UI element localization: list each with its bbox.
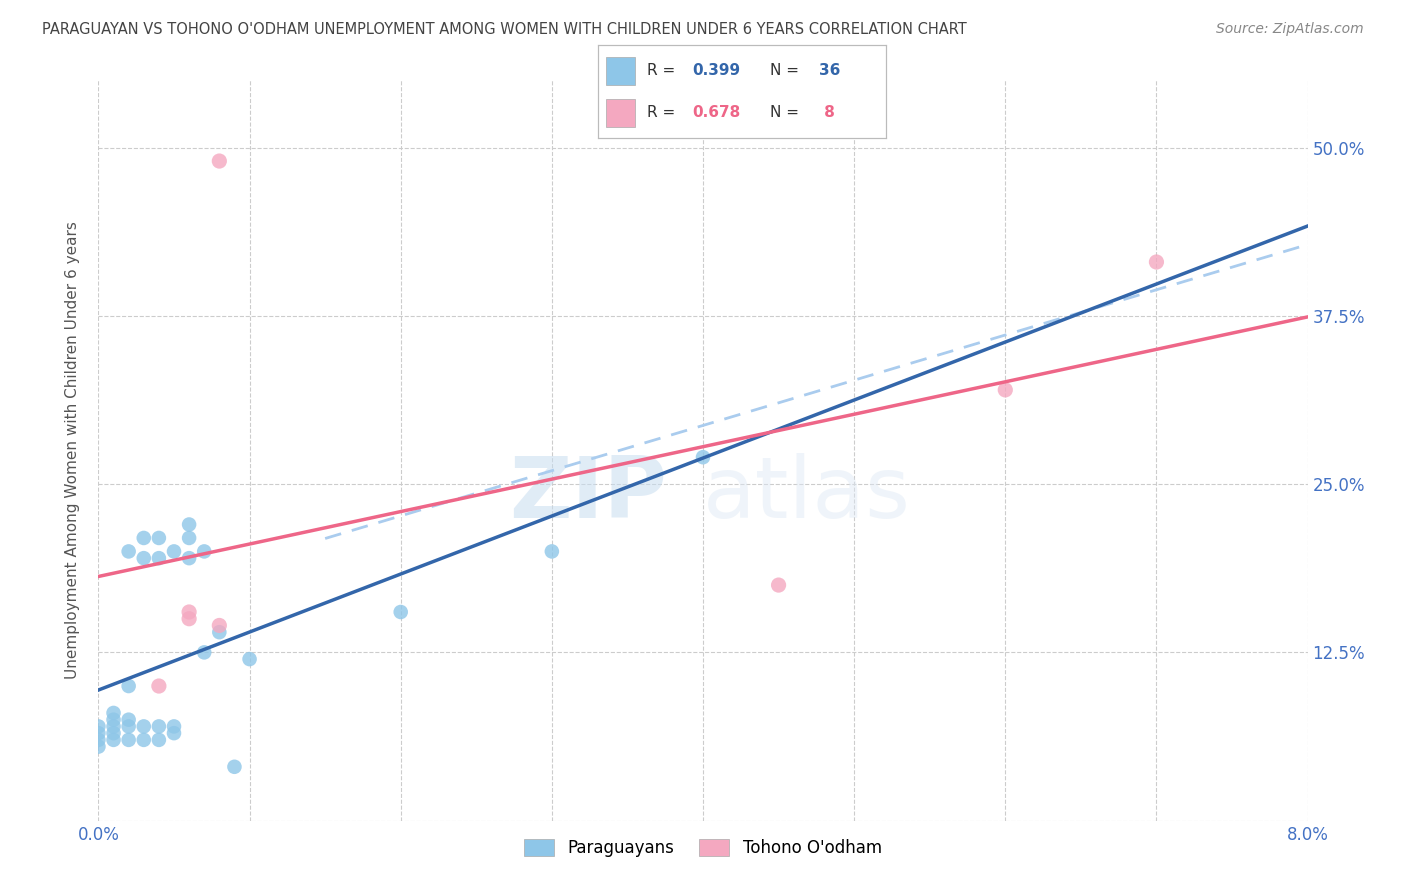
Text: N =: N = — [770, 63, 804, 78]
Text: ZIP: ZIP — [509, 453, 666, 536]
Point — [118, 679, 141, 693]
Text: atlas: atlas — [703, 453, 911, 536]
Text: PARAGUAYAN VS TOHONO O'ODHAM UNEMPLOYMENT AMONG WOMEN WITH CHILDREN UNDER 6 YEAR: PARAGUAYAN VS TOHONO O'ODHAM UNEMPLOYMEN… — [42, 22, 967, 37]
Point — [692, 450, 714, 465]
Point — [103, 726, 125, 740]
Point — [179, 605, 201, 619]
Point — [132, 531, 155, 545]
Point — [118, 719, 141, 733]
Point — [118, 544, 141, 558]
Text: 36: 36 — [820, 63, 841, 78]
Point — [193, 645, 215, 659]
Point — [103, 706, 125, 720]
Point — [148, 719, 170, 733]
Point — [239, 652, 262, 666]
Y-axis label: Unemployment Among Women with Children Under 6 years: Unemployment Among Women with Children U… — [65, 221, 80, 680]
Bar — [606, 99, 636, 127]
Point — [148, 531, 170, 545]
Point — [118, 732, 141, 747]
Point — [103, 732, 125, 747]
Text: 0.678: 0.678 — [693, 105, 741, 120]
Point — [1146, 255, 1168, 269]
Point — [768, 578, 790, 592]
Point — [994, 383, 1017, 397]
Point — [389, 605, 412, 619]
Point — [179, 517, 201, 532]
Point — [163, 719, 186, 733]
Point — [132, 719, 155, 733]
Text: 8: 8 — [820, 105, 835, 120]
Text: N =: N = — [770, 105, 804, 120]
Point — [208, 625, 231, 640]
Point — [163, 726, 186, 740]
Legend: Paraguayans, Tohono O'odham: Paraguayans, Tohono O'odham — [517, 832, 889, 864]
Point — [179, 612, 201, 626]
Text: Source: ZipAtlas.com: Source: ZipAtlas.com — [1216, 22, 1364, 37]
Point — [193, 544, 215, 558]
Point — [132, 732, 155, 747]
Point — [179, 531, 201, 545]
Point — [148, 679, 170, 693]
Point — [118, 713, 141, 727]
Point — [87, 726, 110, 740]
Point — [224, 760, 246, 774]
Text: R =: R = — [647, 63, 679, 78]
Point — [179, 551, 201, 566]
Point — [540, 544, 562, 558]
Point — [148, 551, 170, 566]
Point — [163, 544, 186, 558]
Point — [132, 551, 155, 566]
Point — [87, 732, 110, 747]
Bar — [606, 57, 636, 85]
Point — [87, 739, 110, 754]
Point — [148, 732, 170, 747]
Text: R =: R = — [647, 105, 679, 120]
Point — [208, 154, 231, 169]
Point — [103, 719, 125, 733]
Point — [103, 713, 125, 727]
Point — [87, 719, 110, 733]
Text: 0.399: 0.399 — [693, 63, 741, 78]
Point — [208, 618, 231, 632]
